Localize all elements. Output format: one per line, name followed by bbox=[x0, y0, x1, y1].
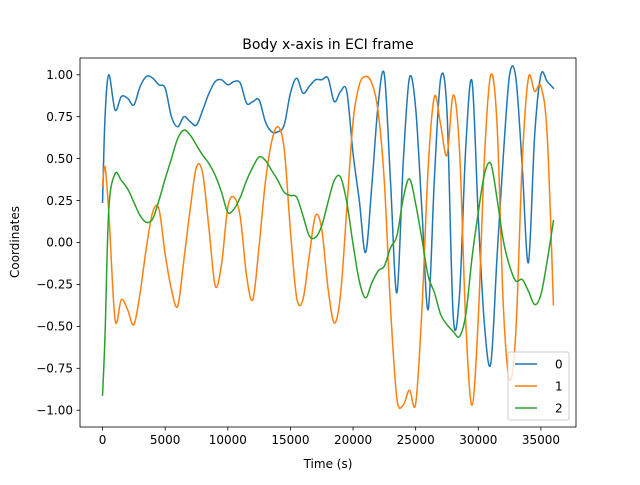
y-tick-label: −0.75 bbox=[36, 361, 73, 375]
legend-label-2: 2 bbox=[555, 401, 563, 415]
y-tick-label: 0.75 bbox=[46, 110, 73, 124]
y-tick-label: −1.00 bbox=[36, 403, 73, 417]
x-tick-label: 15000 bbox=[271, 433, 309, 447]
legend-label-1: 1 bbox=[555, 379, 563, 393]
y-tick-label: 0.00 bbox=[46, 236, 73, 250]
x-tick-label: 25000 bbox=[397, 433, 435, 447]
y-axis-label: Coordinates bbox=[8, 206, 22, 278]
chart-title: Body x-axis in ECI frame bbox=[242, 37, 414, 53]
series-line-0 bbox=[101, 65, 555, 367]
legend-box bbox=[507, 351, 570, 421]
series-line-2 bbox=[101, 129, 555, 396]
y-tick-label: −0.25 bbox=[36, 278, 73, 292]
series-group bbox=[101, 65, 555, 410]
x-tick-label: 5000 bbox=[150, 433, 181, 447]
legend: 0 1 2 bbox=[507, 351, 570, 421]
y-tick-label: 0.25 bbox=[46, 194, 73, 208]
y-tick-label: 1.00 bbox=[46, 68, 73, 82]
x-axis-label: Time (s) bbox=[303, 457, 353, 471]
x-tick-label: 10000 bbox=[209, 433, 247, 447]
y-tick-label: 0.50 bbox=[46, 152, 73, 166]
x-tick-label: 20000 bbox=[334, 433, 372, 447]
y-tick-label: −0.50 bbox=[36, 320, 73, 334]
x-tick-label: 35000 bbox=[522, 433, 560, 447]
x-tick-label: 30000 bbox=[459, 433, 497, 447]
x-tick-label: 0 bbox=[99, 433, 107, 447]
y-axis: −1.00 −0.75 −0.50 −0.25 0.00 0.25 0.50 0.75 1.00 bbox=[36, 68, 80, 417]
series-line-1 bbox=[101, 73, 555, 410]
legend-label-0: 0 bbox=[555, 357, 563, 371]
x-axis: 0 5000 10000 15000 20000 25000 30000 35000 bbox=[99, 427, 560, 447]
